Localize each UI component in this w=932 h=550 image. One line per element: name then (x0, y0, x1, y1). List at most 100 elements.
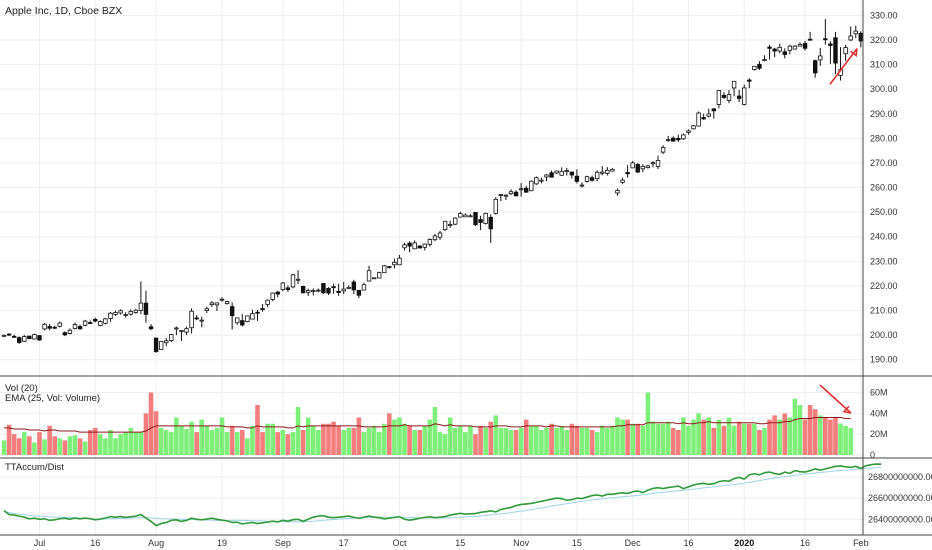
candle-body (321, 283, 326, 294)
candle-body (179, 330, 184, 332)
candle-body (240, 320, 245, 326)
candle-body (549, 172, 554, 178)
volume-bar (458, 425, 463, 455)
candle-body (11, 335, 17, 338)
volume-bar (493, 415, 499, 455)
volume-bar (483, 427, 488, 455)
volume-bar (569, 423, 575, 455)
x-tick-label: Sep (275, 538, 291, 548)
candle (453, 217, 458, 225)
candle-body (17, 337, 22, 343)
candle-body (351, 281, 357, 291)
candle-body (787, 45, 793, 51)
candle (498, 193, 504, 202)
candle (625, 165, 630, 178)
candle-body (447, 224, 453, 226)
candle (807, 31, 813, 41)
candle-body (802, 43, 808, 49)
candle (189, 308, 194, 334)
candle-body (747, 79, 752, 82)
candle (199, 316, 204, 328)
candle (397, 254, 402, 266)
volume-bar (817, 415, 823, 455)
price-panel (1, 19, 864, 353)
candle (782, 48, 787, 59)
candle-body (72, 324, 78, 329)
price-tick-label: 210.00 (870, 306, 898, 316)
candle (326, 287, 331, 296)
candle-body (1, 334, 7, 337)
volume-bar (103, 438, 108, 455)
volume-bar (219, 417, 225, 455)
volume-bar (534, 425, 539, 455)
candle-body (260, 308, 265, 310)
candle-body (777, 46, 782, 52)
candle-body (478, 219, 483, 223)
candle-body (209, 302, 215, 306)
volume-bar (113, 438, 118, 455)
candle-body (174, 327, 179, 330)
candle (6, 333, 12, 337)
volume-bar (848, 427, 853, 455)
candle-body (87, 322, 93, 324)
accum-tick-label: 26600000000.00 (868, 493, 932, 503)
volume-bar (741, 423, 747, 455)
candle-body (752, 65, 757, 70)
volume-panel-subtitle: EMA (25, Vol: Volume) (5, 393, 100, 404)
candle (650, 161, 656, 168)
volume-bar (544, 427, 549, 455)
volume-bar (295, 407, 301, 455)
volume-bar (67, 436, 73, 455)
candle (270, 292, 275, 302)
candle (853, 25, 858, 39)
candle-body (736, 95, 742, 99)
volume-bar (625, 419, 630, 455)
candle-body (792, 45, 798, 50)
candle-body (458, 213, 463, 218)
candle-body (615, 190, 620, 194)
candle-body (681, 134, 686, 140)
volume-bar (239, 430, 245, 455)
candle-body (148, 326, 154, 330)
volume-bar (351, 427, 357, 455)
candle-body (326, 287, 331, 294)
volume-bar (772, 415, 777, 455)
candle-body (463, 214, 468, 218)
candle-body (518, 188, 524, 191)
candle-body (356, 289, 362, 296)
candle-body (255, 311, 260, 314)
candle (660, 145, 666, 155)
candle (711, 108, 716, 119)
candle-body (194, 317, 199, 320)
candle-body (721, 94, 727, 98)
candle (833, 31, 838, 75)
volume-bar (336, 425, 341, 455)
candle-body (108, 312, 113, 319)
candle-body (250, 313, 255, 320)
accum-ma-line (3, 466, 882, 523)
candle (341, 281, 346, 295)
candle-body (224, 301, 230, 305)
volume-bar (838, 423, 843, 455)
volume-bar (62, 440, 68, 455)
candle-body (199, 319, 204, 322)
candle-body (848, 35, 853, 41)
candle-body (488, 216, 493, 230)
volume-bar (92, 427, 98, 455)
volume-bar (371, 425, 377, 455)
candle (280, 281, 286, 292)
candle (458, 211, 463, 218)
volume-bar (356, 417, 362, 455)
volume-bar (711, 427, 717, 455)
candle-body (371, 277, 377, 280)
volume-bar (828, 419, 833, 455)
candle (823, 19, 828, 45)
candle (52, 325, 57, 330)
candle-body (686, 130, 691, 133)
candle-body (671, 137, 676, 142)
volume-bar (660, 423, 666, 455)
candle (559, 167, 564, 176)
volume-bar (599, 425, 605, 455)
candle-body (696, 112, 701, 127)
